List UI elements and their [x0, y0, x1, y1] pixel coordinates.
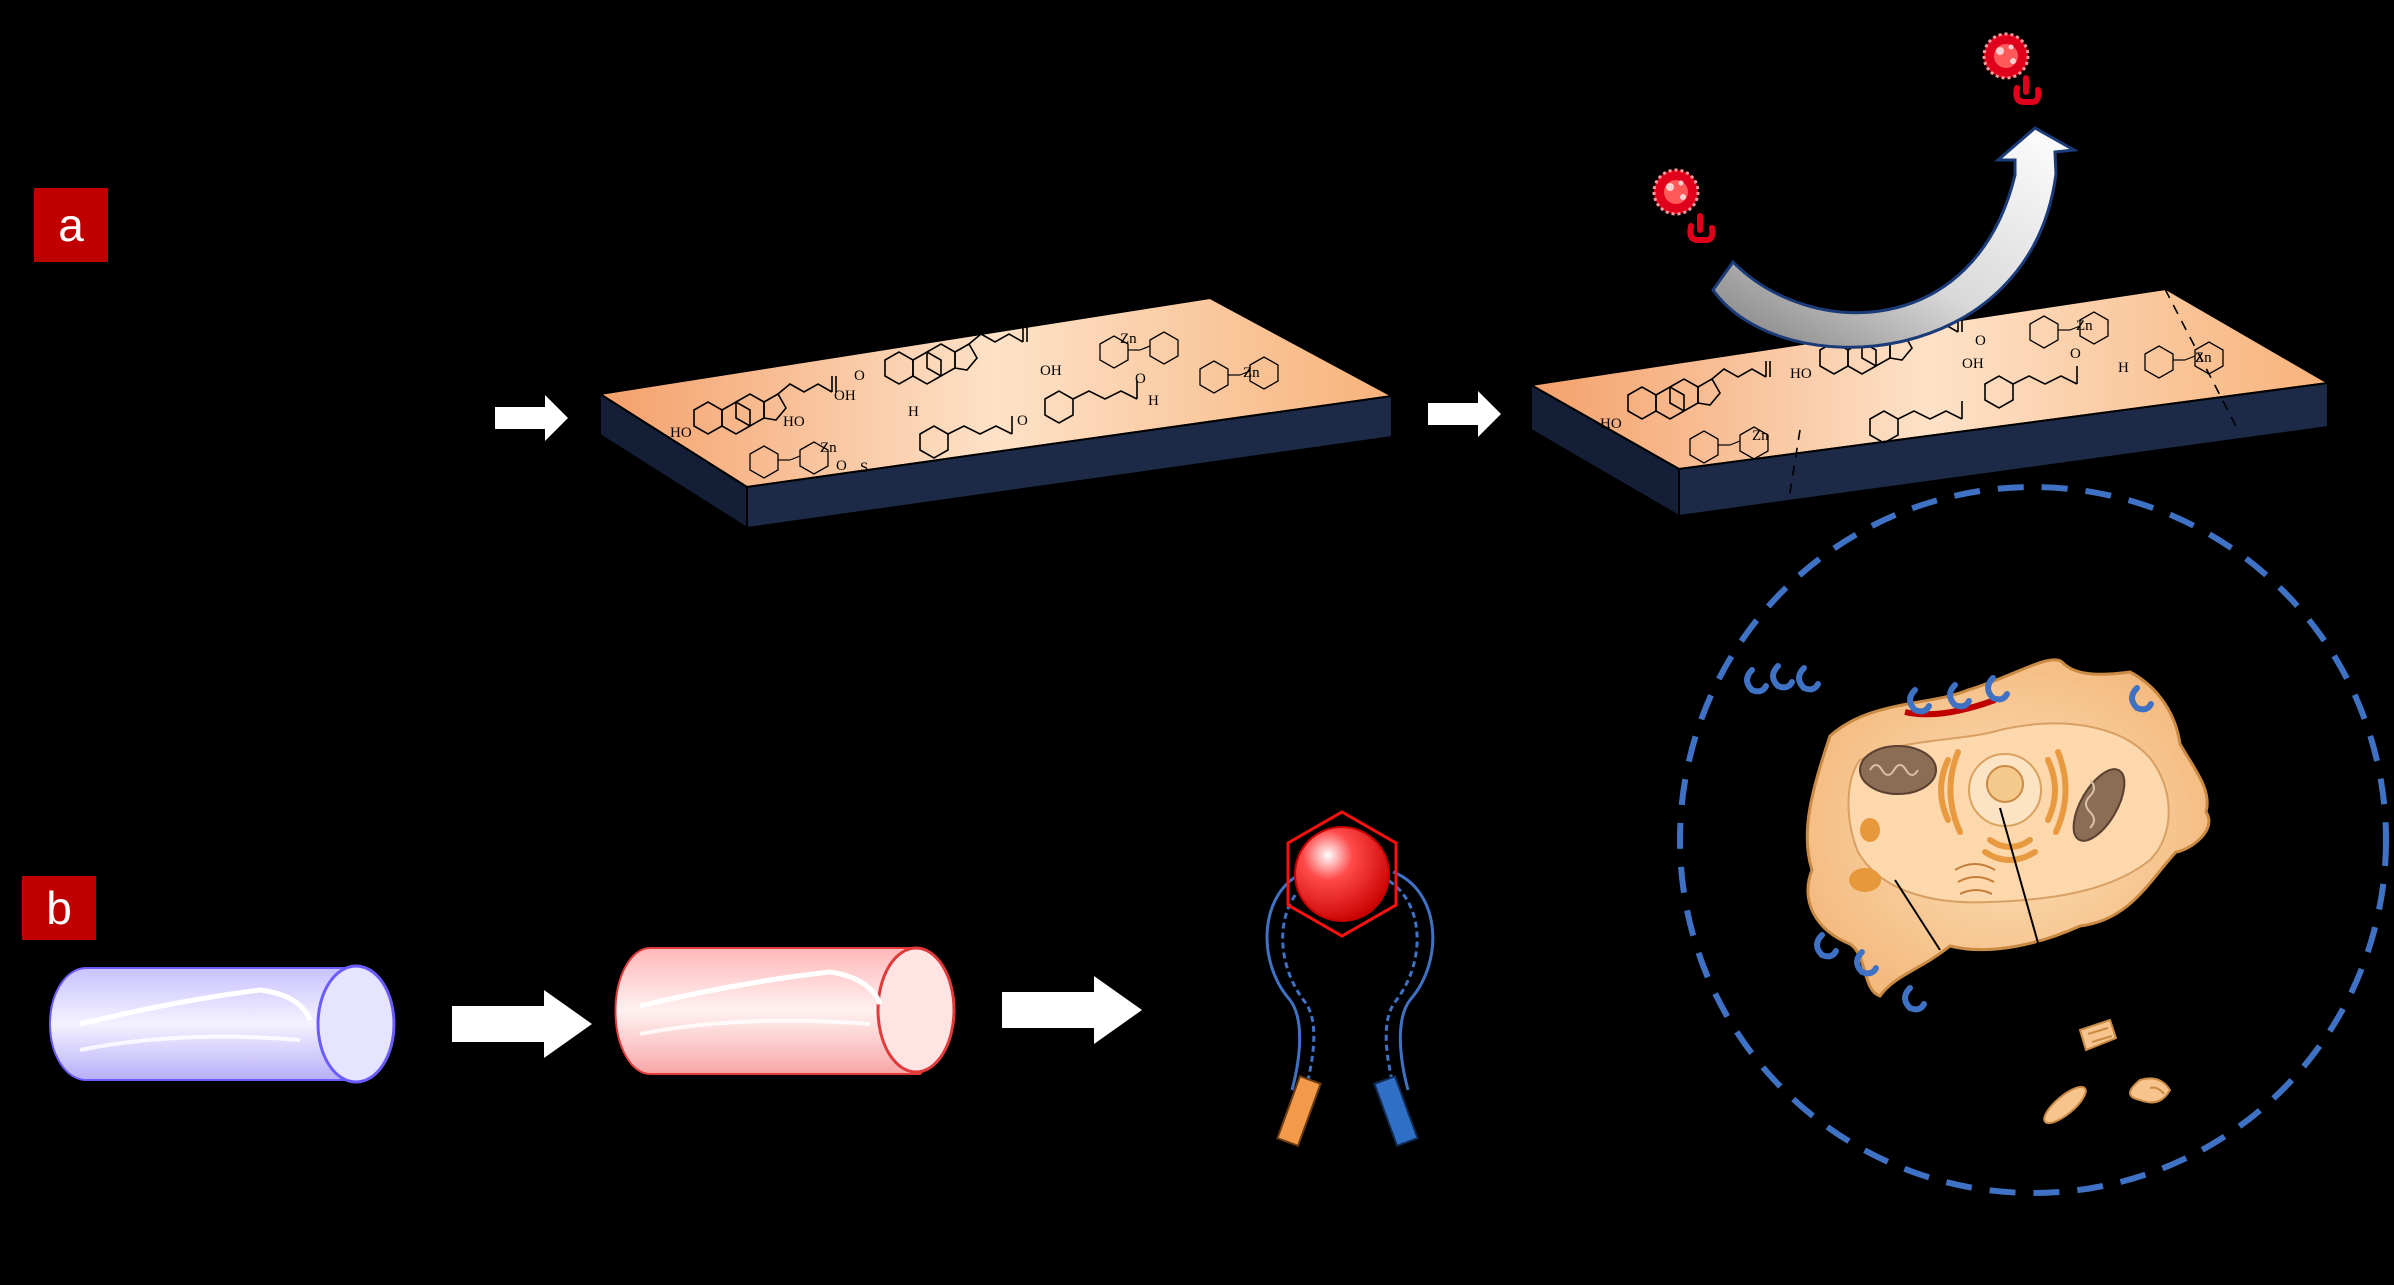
- process-arrow-a1: [495, 395, 568, 441]
- host-cell: [1805, 658, 2211, 998]
- virus-particle-2: [1982, 32, 2038, 102]
- capture-probe: [1265, 810, 1435, 1148]
- chem-label: OH: [834, 388, 856, 404]
- chem-label: Zn: [1120, 331, 1137, 347]
- panel-b-label: b: [22, 876, 96, 940]
- chem-label: HO: [783, 414, 805, 430]
- process-arrow-a2: [1428, 391, 1501, 437]
- chem-label: O: [1135, 371, 1146, 387]
- panel-a-label: a: [34, 188, 108, 262]
- chem-label: OH: [1962, 356, 1984, 372]
- process-arrow-b2: [1002, 976, 1142, 1044]
- chem-label: HO: [1600, 416, 1622, 432]
- chem-label: Zn: [2076, 318, 2093, 334]
- blue-tube: [49, 964, 396, 1084]
- chem-label: O: [2070, 346, 2081, 362]
- process-arrow-b1: [452, 990, 592, 1058]
- pink-tube: [614, 946, 956, 1075]
- chem-label: Zn: [1752, 428, 1769, 444]
- chem-label: O: [854, 368, 865, 384]
- virus-particle-1: [1652, 168, 1712, 240]
- chem-label: O: [1017, 413, 1028, 429]
- chem-label: HO: [670, 425, 692, 441]
- chem-label: OH: [1040, 363, 1062, 379]
- chem-label: S: [860, 460, 868, 476]
- chem-label: H: [1148, 393, 1159, 409]
- chem-label: O: [1975, 333, 1986, 349]
- chem-label: Zn: [820, 440, 837, 456]
- chem-label: H: [908, 404, 919, 420]
- cell-inset-circle: [1677, 484, 2389, 1196]
- chem-label: Zn: [2195, 350, 2212, 366]
- chem-label: O: [836, 458, 847, 474]
- chem-label: Zn: [1243, 365, 1260, 381]
- repel-arrow: [1711, 126, 2079, 349]
- chem-label: H: [2118, 360, 2129, 376]
- cell-debris: [2043, 1018, 2172, 1125]
- chem-label: HO: [1790, 366, 1812, 382]
- coated-substrate-1: HO OH O OH O H O Zn Zn Zn H HO S O: [597, 296, 1396, 530]
- coated-substrate-2: HO HO OH O H O Zn Zn Zn: [1527, 287, 2332, 518]
